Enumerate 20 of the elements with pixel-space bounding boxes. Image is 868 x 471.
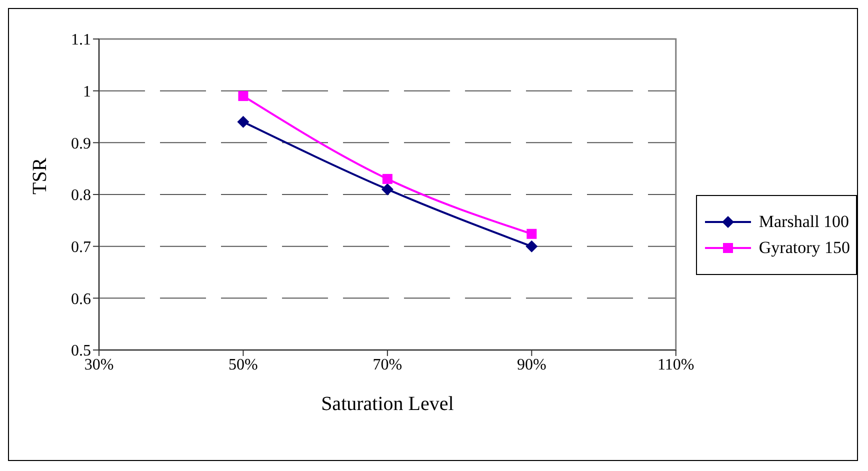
- legend-label: Marshall 100: [758, 212, 850, 232]
- point: [526, 228, 537, 239]
- legend-label: Gyratory 150: [758, 238, 850, 258]
- x-tick-label: 110%: [658, 356, 694, 374]
- x-axis-title: Saturation Level: [321, 393, 454, 415]
- x-tick-label: 50%: [228, 356, 258, 374]
- y-axis-title: TSR: [29, 157, 52, 194]
- x-tick-label: 90%: [516, 356, 546, 374]
- point: [382, 174, 392, 184]
- y-tick-label: 1: [83, 84, 91, 101]
- point: [238, 91, 248, 102]
- y-tick-label: 0.9: [71, 135, 91, 152]
- y-tick-label: 0.7: [71, 239, 91, 256]
- y-tick-label: 0.6: [71, 290, 91, 308]
- y-tick-label: 0.8: [71, 187, 91, 204]
- y-tick-label: 1.1: [71, 32, 91, 49]
- x-tick-label: 70%: [372, 356, 402, 374]
- point: [237, 116, 250, 128]
- point: [381, 183, 394, 196]
- point: [526, 240, 538, 252]
